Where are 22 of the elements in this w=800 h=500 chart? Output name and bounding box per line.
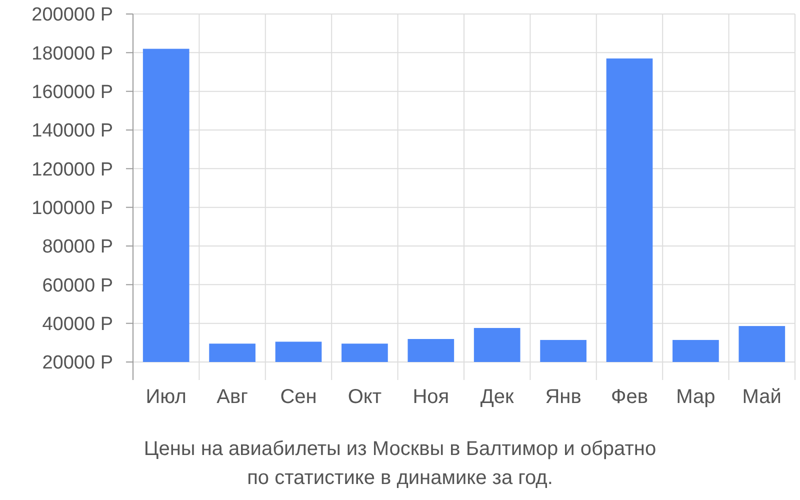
x-tick-label: Ноя xyxy=(412,386,450,408)
y-tick-label: 180000 Р xyxy=(32,43,113,64)
y-tick-label: 100000 Р xyxy=(32,198,113,219)
x-tick-label: Окт xyxy=(348,386,382,408)
x-tick-label: Май xyxy=(742,386,782,408)
x-tick-label: Авг xyxy=(216,386,248,408)
y-tick-label: 60000 Р xyxy=(42,275,113,296)
x-tick-label: Янв xyxy=(545,386,582,408)
y-tick-label: 200000 Р xyxy=(32,4,113,26)
x-tick-label: Дек xyxy=(480,386,514,408)
text: Цены на авиабилеты из Москвы в Балтимор и обратно xyxy=(144,438,656,460)
y-tick-label: 120000 Р xyxy=(32,159,113,180)
y-tick-label: 80000 Р xyxy=(42,236,113,258)
x-tick-label: Сен xyxy=(280,386,317,408)
y-tick-label: 140000 Р xyxy=(32,120,113,142)
y-tick-label: 20000 Р xyxy=(42,352,113,374)
x-tick-label: Июл xyxy=(146,386,186,408)
x-tick-label: Мар xyxy=(676,386,716,408)
text: по статистике в динамике за год. xyxy=(247,467,553,489)
y-tick-label: 160000 Р xyxy=(32,82,113,103)
y-tick-label: 40000 Р xyxy=(42,314,113,335)
x-tick-label: Фев xyxy=(611,386,648,408)
